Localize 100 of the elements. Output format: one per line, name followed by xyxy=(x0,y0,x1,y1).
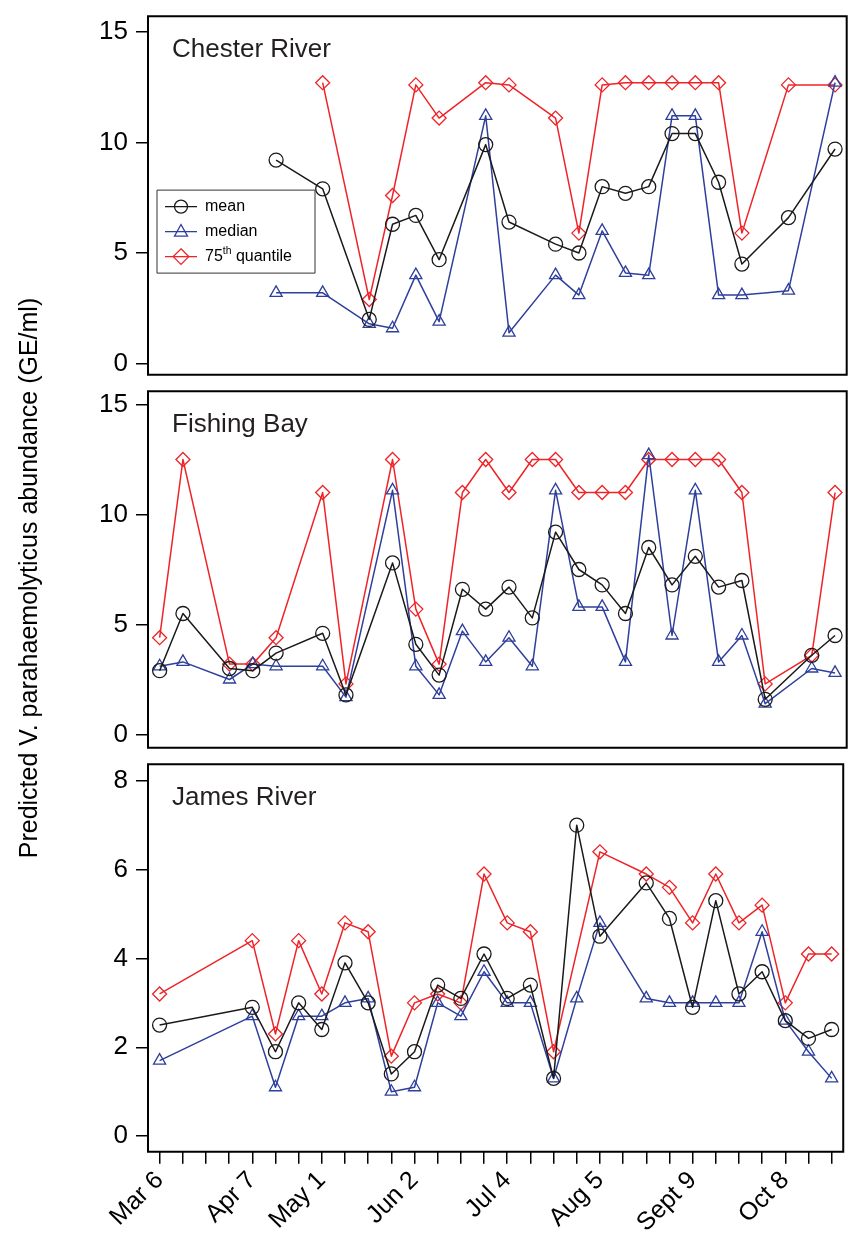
point xyxy=(268,152,284,168)
point xyxy=(383,1066,399,1082)
point xyxy=(408,77,424,93)
point xyxy=(431,656,447,672)
point xyxy=(269,658,283,671)
point xyxy=(454,581,471,597)
point xyxy=(781,282,796,295)
point xyxy=(268,645,284,661)
point xyxy=(780,77,797,93)
point xyxy=(501,214,517,230)
point xyxy=(384,1084,399,1096)
point xyxy=(409,658,423,671)
point xyxy=(688,108,703,121)
point xyxy=(641,539,657,556)
point xyxy=(384,555,401,571)
point xyxy=(661,879,678,896)
x-tick-label: Apr 7 xyxy=(198,1164,261,1227)
point xyxy=(547,524,564,540)
y-tick-label: 15 xyxy=(99,14,128,45)
point xyxy=(362,316,376,328)
point xyxy=(800,946,817,962)
point xyxy=(499,990,515,1007)
point xyxy=(593,915,607,928)
point xyxy=(731,915,747,931)
point xyxy=(688,482,703,495)
point xyxy=(734,484,750,501)
point xyxy=(361,291,377,308)
text: James River xyxy=(172,781,317,812)
point xyxy=(478,75,494,91)
point xyxy=(594,577,610,593)
point xyxy=(571,225,587,241)
point xyxy=(824,946,840,962)
point xyxy=(315,181,331,197)
point xyxy=(151,986,168,1002)
point xyxy=(152,1052,167,1065)
point xyxy=(151,630,168,646)
point xyxy=(777,995,793,1011)
point xyxy=(595,223,609,236)
point xyxy=(618,654,633,667)
point xyxy=(222,671,237,684)
point xyxy=(152,658,167,671)
x-tick-label: Oct 8 xyxy=(731,1164,794,1227)
point xyxy=(478,654,493,667)
point xyxy=(385,482,400,495)
point xyxy=(499,915,515,931)
point xyxy=(545,1044,562,1060)
y-axis-title: Predicted V. parahaemolyticus abundance (GE/ml) xyxy=(13,297,43,859)
point xyxy=(430,986,446,1002)
point xyxy=(268,630,284,646)
point xyxy=(710,75,727,91)
point xyxy=(315,75,331,91)
point xyxy=(408,207,424,224)
point xyxy=(641,179,657,195)
y-tick-label: 5 xyxy=(113,236,128,267)
point xyxy=(315,658,330,671)
point xyxy=(409,267,423,280)
point xyxy=(708,866,724,882)
point xyxy=(547,236,564,252)
point xyxy=(361,990,375,1003)
point xyxy=(245,1008,259,1021)
point xyxy=(476,946,492,962)
point xyxy=(314,1021,330,1038)
point xyxy=(408,601,424,617)
point xyxy=(406,995,423,1011)
point xyxy=(754,897,770,913)
point xyxy=(617,484,634,501)
point xyxy=(337,915,353,931)
point xyxy=(687,548,703,564)
point xyxy=(827,484,843,501)
point xyxy=(245,663,261,679)
point xyxy=(431,252,447,268)
point xyxy=(547,110,564,126)
point xyxy=(453,990,469,1007)
y-tick-label: 0 xyxy=(113,1119,128,1150)
point xyxy=(665,627,679,640)
point xyxy=(502,630,516,642)
point xyxy=(805,660,819,673)
point xyxy=(545,1070,562,1087)
point xyxy=(642,267,656,280)
point xyxy=(571,484,587,501)
point xyxy=(755,924,769,936)
y-tick-label: 2 xyxy=(113,1030,128,1061)
point xyxy=(664,125,680,142)
point xyxy=(360,995,376,1011)
x-tick-label: Jun 2 xyxy=(359,1164,423,1228)
point xyxy=(734,572,750,589)
point xyxy=(478,601,494,617)
point xyxy=(828,75,842,87)
point xyxy=(827,77,843,93)
point xyxy=(595,599,609,612)
point xyxy=(315,484,331,501)
point xyxy=(478,136,494,153)
point xyxy=(361,311,377,328)
point xyxy=(827,141,843,157)
y-tick-label: 15 xyxy=(99,387,128,418)
point xyxy=(501,579,517,595)
point xyxy=(572,599,586,612)
point xyxy=(430,995,445,1008)
point xyxy=(639,990,653,1003)
point xyxy=(594,77,610,93)
